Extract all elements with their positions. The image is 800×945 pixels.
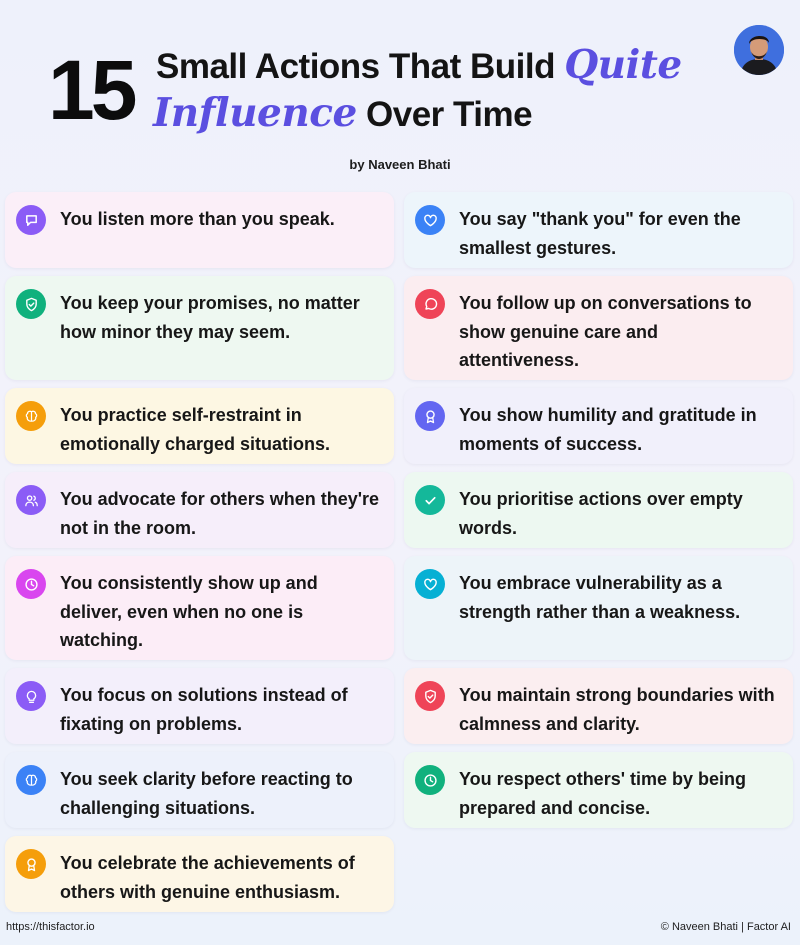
- action-card: You listen more than you speak.: [5, 192, 394, 268]
- action-text: You prioritise actions over empty words.: [459, 489, 743, 538]
- award-icon: [415, 401, 445, 431]
- action-text: You respect others' time by being prepar…: [459, 769, 747, 818]
- users-icon: [16, 485, 46, 515]
- action-text: You advocate for others when they're not…: [60, 489, 380, 538]
- action-text: You maintain strong boundaries with calm…: [459, 685, 775, 734]
- action-text: You consistently show up and deliver, ev…: [60, 573, 318, 650]
- action-card: You embrace vulnerability as a strength …: [404, 556, 793, 660]
- action-text: You embrace vulnerability as a strength …: [459, 573, 741, 622]
- header: 15 Small Actions That Build Quite Influe…: [0, 0, 800, 190]
- award-icon: [16, 849, 46, 879]
- action-text: You listen more than you speak.: [60, 209, 335, 229]
- message-circle-icon: [415, 289, 445, 319]
- action-text: You keep your promises, no matter how mi…: [60, 293, 360, 342]
- action-text: You seek clarity before reacting to chal…: [60, 769, 353, 818]
- brain-icon: [16, 401, 46, 431]
- action-card: You show humility and gratitude in momen…: [404, 388, 793, 464]
- action-card: You prioritise actions over empty words.: [404, 472, 793, 548]
- title-accent-1: Quite: [564, 42, 682, 88]
- check-icon: [415, 485, 445, 515]
- action-card: You respect others' time by being prepar…: [404, 752, 793, 828]
- action-card: You keep your promises, no matter how mi…: [5, 276, 394, 380]
- action-text: You follow up on conversations to show g…: [459, 293, 752, 370]
- footer-credit: © Naveen Bhati | Factor AI: [660, 921, 791, 933]
- clock-icon: [415, 765, 445, 795]
- action-card: You say "thank you" for even the smalles…: [404, 192, 793, 268]
- action-card: You seek clarity before reacting to chal…: [5, 752, 394, 828]
- lightbulb-icon: [16, 681, 46, 711]
- actions-grid: You listen more than you speak. You keep …: [5, 192, 795, 920]
- heart-icon: [415, 569, 445, 599]
- title-line-1: Small Actions That Build Quite: [156, 46, 682, 85]
- action-text: You say "thank you" for even the smalles…: [459, 209, 741, 258]
- title-number: 15: [48, 43, 137, 137]
- shield-check-icon: [16, 289, 46, 319]
- action-card: You celebrate the achievements of others…: [5, 836, 394, 912]
- action-card: You advocate for others when they're not…: [5, 472, 394, 548]
- author-avatar: [734, 25, 784, 75]
- message-square-icon: [16, 205, 46, 235]
- action-card: You maintain strong boundaries with calm…: [404, 668, 793, 744]
- right-column: You say "thank you" for even the smalles…: [404, 192, 793, 920]
- action-card: You focus on solutions instead of fixati…: [5, 668, 394, 744]
- action-card: You practice self-restraint in emotional…: [5, 388, 394, 464]
- action-text: You focus on solutions instead of fixati…: [60, 685, 348, 734]
- shield-check-icon: [415, 681, 445, 711]
- action-text: You show humility and gratitude in momen…: [459, 405, 757, 454]
- action-text: You celebrate the achievements of others…: [60, 853, 355, 902]
- title-accent-2: Influence: [153, 90, 357, 136]
- action-card: You consistently show up and deliver, ev…: [5, 556, 394, 660]
- action-text: You practice self-restraint in emotional…: [60, 405, 331, 454]
- title-text-1: Small Actions That Build: [156, 47, 555, 86]
- title-line-2: Influence Over Time: [153, 94, 533, 134]
- action-card: You follow up on conversations to show g…: [404, 276, 793, 380]
- heart-icon: [415, 205, 445, 235]
- clock-icon: [16, 569, 46, 599]
- left-column: You listen more than you speak. You keep …: [5, 192, 394, 920]
- title-text-2: Over Time: [366, 95, 533, 134]
- footer-url: https://thisfactor.io: [6, 921, 95, 933]
- brain-icon: [16, 765, 46, 795]
- byline: by Naveen Bhati: [349, 157, 451, 172]
